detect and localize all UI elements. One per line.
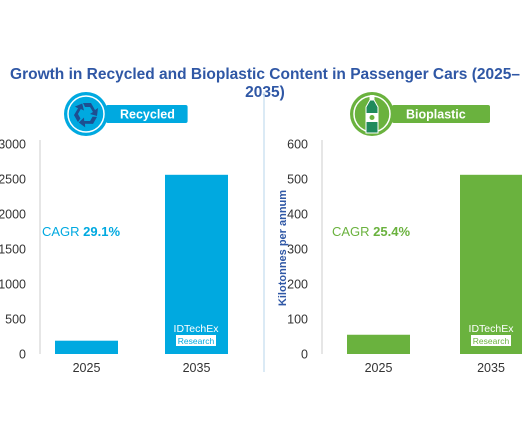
bioplastic-badge-label: Bioplastic: [406, 108, 466, 122]
svg-text:IDTechEx: IDTechEx: [174, 323, 220, 335]
chart-title: Growth in Recycled and Bioplastic Conten…: [10, 66, 520, 101]
y-tick-label: 500: [287, 173, 308, 187]
chart-panel-recycled: Recycled 0 500 1000 1500 2000 2500 3000 2025 2035…: [0, 92, 228, 375]
y-tick-label: 1500: [0, 243, 26, 257]
recycled-badge: [106, 105, 188, 123]
bottle-icon: [365, 95, 379, 134]
y-tick-label: 1000: [0, 278, 26, 292]
bar-2035: [460, 174, 522, 354]
svg-text:Research: Research: [178, 336, 215, 346]
svg-text:IDTechEx: IDTechEx: [469, 323, 515, 335]
bioplastic-badge: [392, 105, 490, 123]
y-tick-label: 2500: [0, 173, 26, 187]
y-axis-label: Kilotonnes per annum: [277, 190, 289, 306]
y-tick-label: 0: [301, 348, 308, 362]
x-tick-label: 2035: [477, 361, 505, 375]
x-tick-label: 2035: [183, 361, 211, 375]
y-tick-label: 500: [5, 313, 26, 327]
y-tick-label: 600: [287, 138, 308, 152]
x-tick-label: 2025: [365, 361, 393, 375]
recycled-badge-label: Recycled: [120, 108, 175, 122]
chart-panel-bioplastic: Bioplastic 0 100 200 300 400 500 600 2025 2035 CAG…: [287, 92, 522, 375]
x-tick-label: 2025: [73, 361, 101, 375]
cagr-annotation: CAGR 25.4%: [332, 224, 410, 239]
y-tick-label: 300: [287, 243, 308, 257]
y-tick-label: 100: [287, 313, 308, 327]
y-tick-label: 3000: [0, 138, 26, 152]
cagr-annotation: CAGR 29.1%: [42, 224, 120, 239]
bar-2025: [55, 340, 118, 354]
y-tick-label: 400: [287, 208, 308, 222]
bar-2035: [165, 174, 228, 354]
recycle-icon: [73, 103, 98, 128]
y-tick-label: 0: [19, 348, 26, 362]
y-tick-label: 200: [287, 278, 308, 292]
bar-2025: [347, 334, 410, 354]
y-tick-label: 2000: [0, 208, 26, 222]
svg-text:Research: Research: [473, 336, 510, 346]
recycle-icon-ring: [67, 95, 105, 133]
